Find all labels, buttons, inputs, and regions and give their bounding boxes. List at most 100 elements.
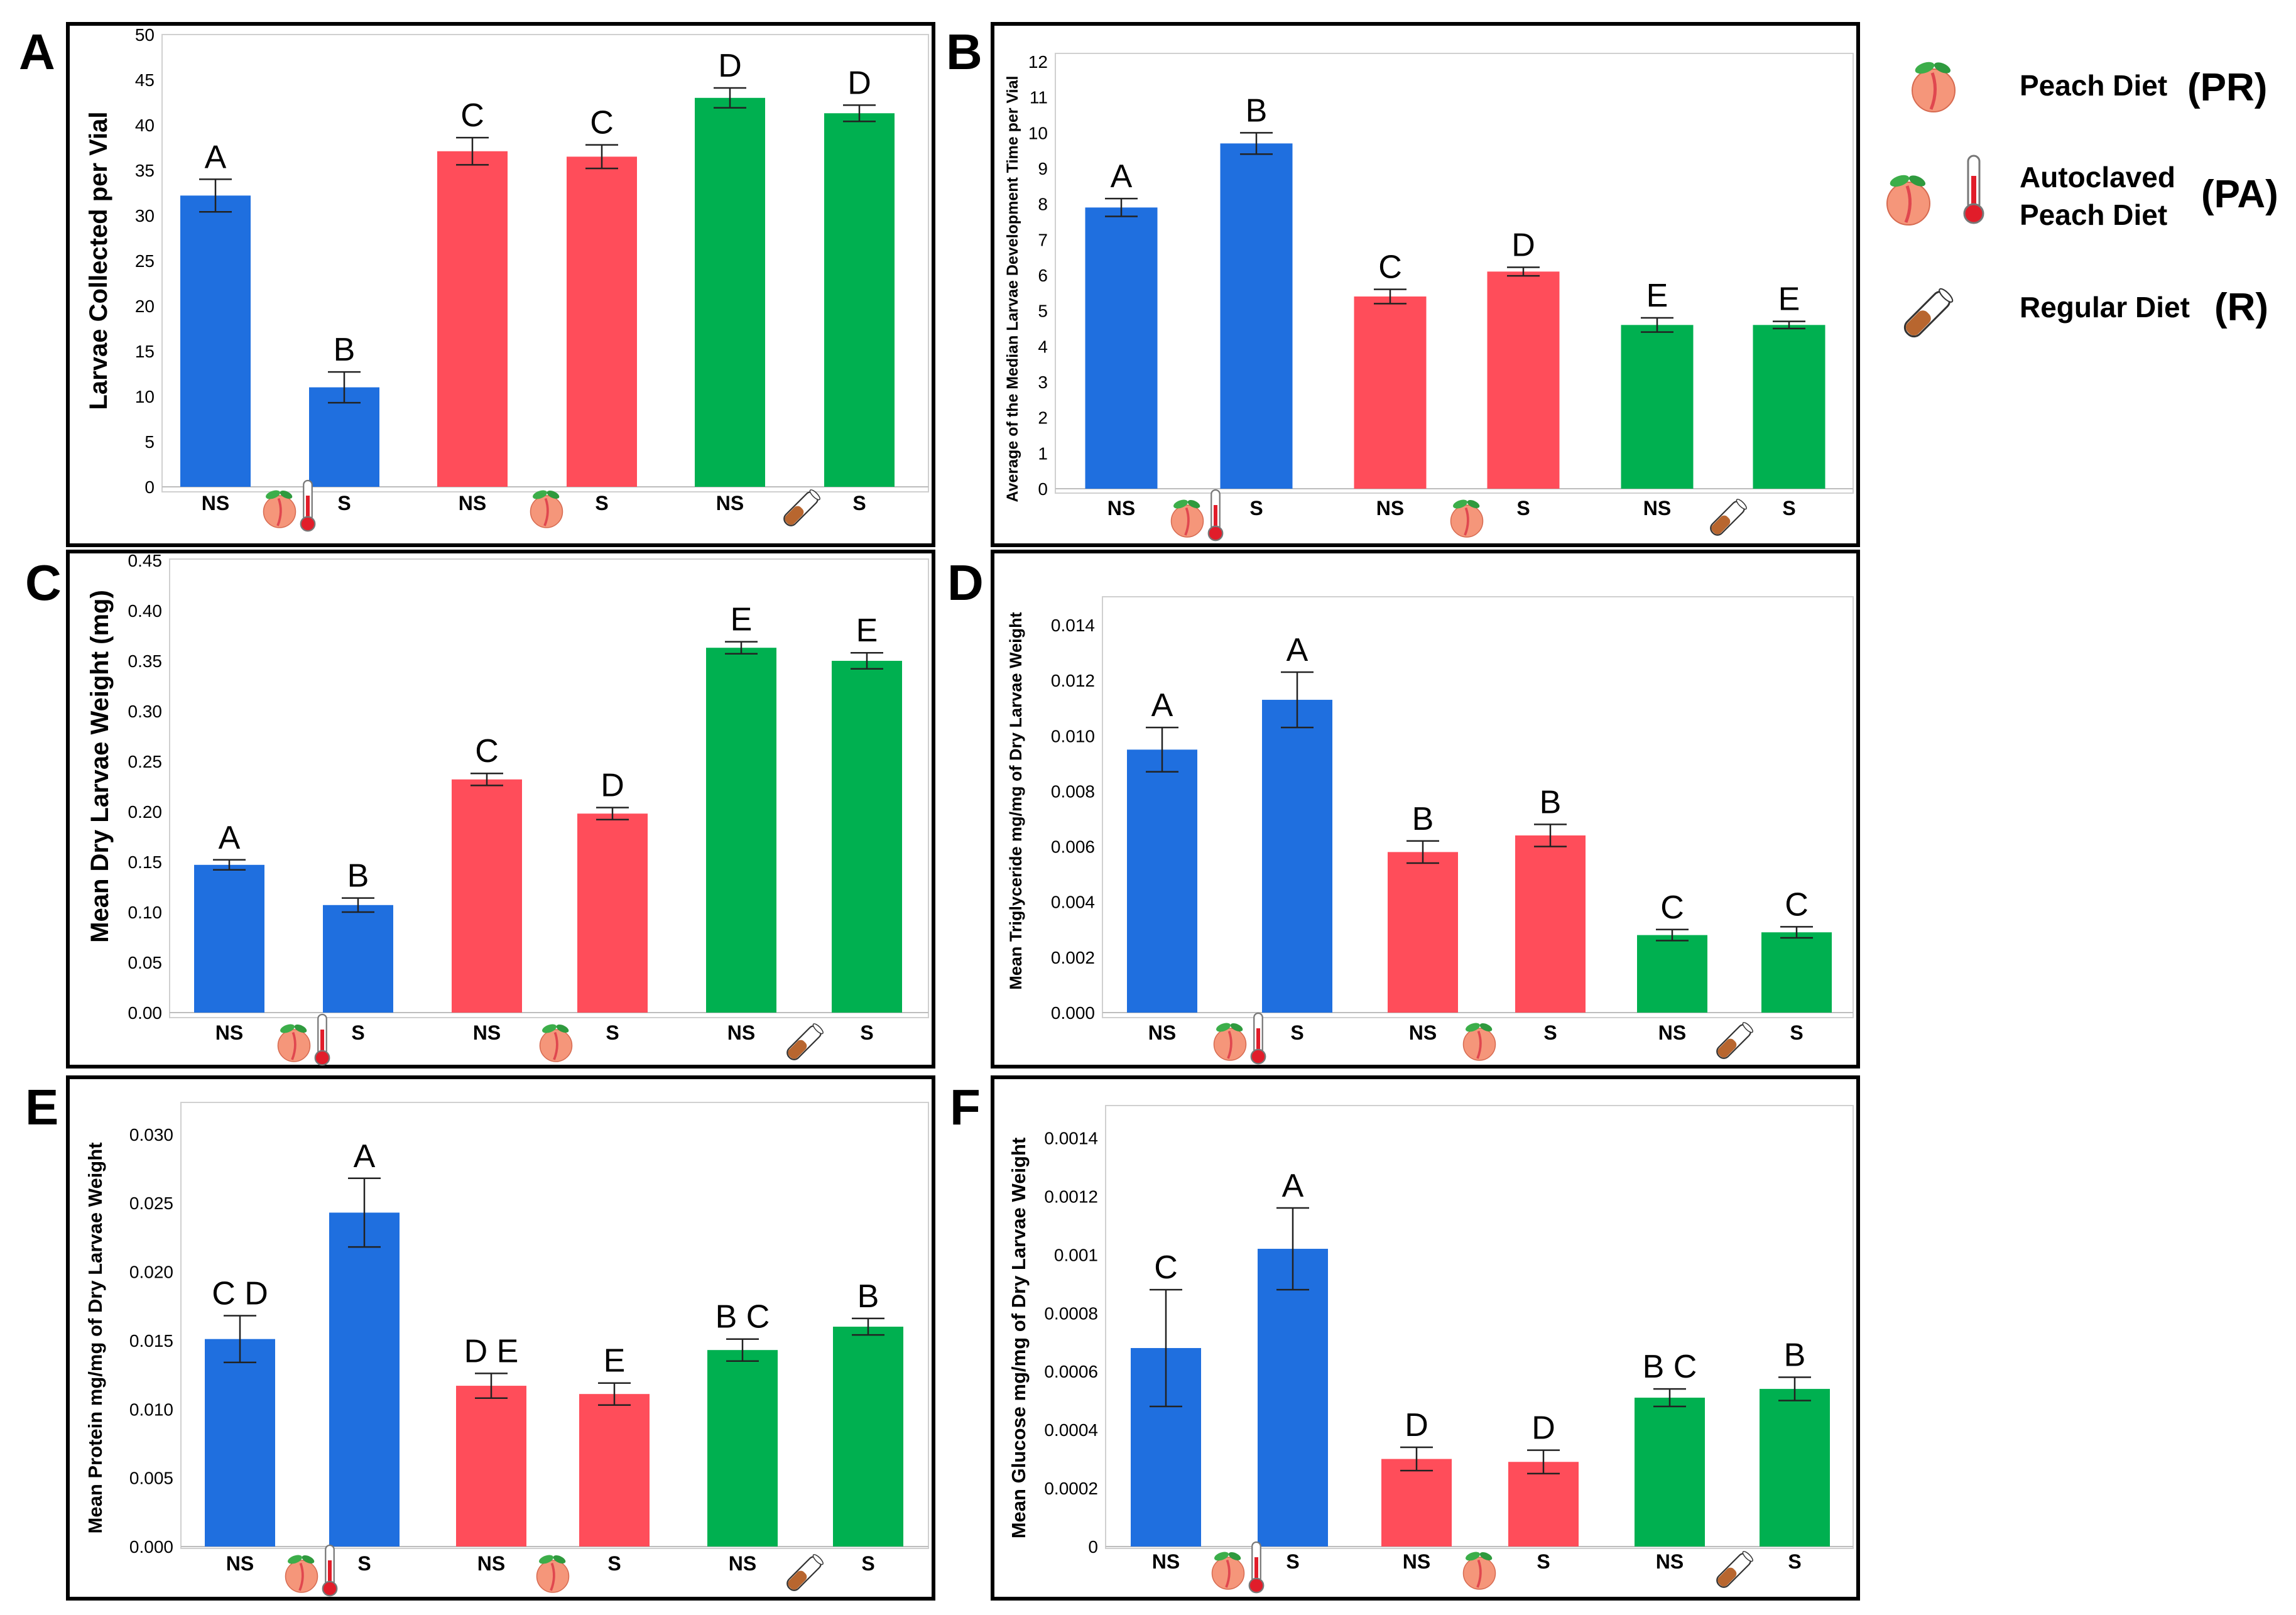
x-category-label: NS (202, 492, 229, 514)
error-bar (1534, 824, 1567, 847)
y-tick-label: 0.0014 (1044, 1128, 1098, 1148)
y-tick-label: 0.45 (128, 551, 163, 570)
bar-s-r (833, 1327, 903, 1547)
x-category-label: NS (226, 1552, 254, 1575)
diet-icon-group (535, 1552, 570, 1594)
error-bar (1780, 926, 1813, 939)
y-tick-label: 50 (135, 25, 155, 45)
error-bar (1653, 1388, 1686, 1408)
diet-icon-group (276, 1013, 330, 1066)
y-tick-label: 15 (135, 342, 155, 361)
diet-icon-group (1462, 1548, 1497, 1591)
peach-icon (262, 487, 297, 529)
thermometer-icon (1250, 1012, 1266, 1065)
significance-label: C D (212, 1276, 268, 1312)
peach-icon (276, 1021, 312, 1063)
x-category-label: S (606, 1021, 619, 1044)
diet-icon-group (784, 1021, 825, 1063)
y-tick-label: 5 (144, 432, 155, 452)
significance-label: C (590, 105, 614, 141)
peach-icon (1212, 1020, 1248, 1062)
significance-label: B (347, 858, 369, 895)
x-category-label: NS (459, 492, 486, 514)
x-category-label: NS (1152, 1550, 1180, 1573)
thermometer-icon (300, 479, 316, 532)
vial-icon (784, 1021, 825, 1063)
y-tick-label: 0.000 (1051, 1003, 1095, 1023)
y-tick-label: 10 (1028, 123, 1048, 143)
diet-icon-group (784, 1552, 825, 1594)
significance-label: D (1532, 1410, 1555, 1447)
bar-ns-pa (1127, 749, 1197, 1013)
y-tick-label: 0.0008 (1044, 1303, 1098, 1323)
significance-label: E (604, 1343, 626, 1379)
diet-icon-group (262, 479, 316, 532)
error-bar (1105, 197, 1138, 217)
legend: Peach Diet (PR) Autoclaved Peach Diet (P… (1887, 60, 2278, 341)
significance-label: C (1154, 1249, 1178, 1286)
significance-label: B (1540, 784, 1562, 820)
y-tick-label: 2 (1038, 408, 1048, 428)
x-category-label: NS (215, 1021, 243, 1044)
error-bar (1146, 726, 1178, 773)
panel-e: E (25, 1075, 935, 1601)
x-category-label: S (1782, 497, 1795, 519)
significance-label: B (1784, 1337, 1806, 1373)
bar-s-pr (1515, 835, 1586, 1013)
vial-icon (1714, 1549, 1755, 1591)
y-tick-label: 0.020 (129, 1263, 173, 1282)
significance-label: D E (464, 1333, 519, 1369)
peach-icon (1912, 60, 1955, 112)
vial-icon (784, 1552, 825, 1594)
x-category-label: S (1286, 1550, 1299, 1573)
error-bar (342, 897, 374, 913)
y-tick-label: 0.015 (129, 1331, 173, 1351)
y-axis-label: Mean Dry Larvae Weight (mg) (86, 590, 114, 943)
bar-ns-r (1637, 935, 1707, 1013)
y-axis-label: Average of the Median Larvae Development… (1004, 76, 1021, 503)
y-tick-label: 35 (135, 161, 155, 180)
vial-icon (1900, 286, 1956, 341)
bar-ns-r (1635, 1398, 1705, 1547)
significance-label: D (1405, 1407, 1428, 1444)
error-bar (1773, 320, 1805, 330)
legend-code-autoclaved: (PA) (2201, 173, 2278, 216)
chart-e: 0.000 0.005 0.010 0.015 0.020 0.025 0.030 Mean … (84, 1125, 928, 1597)
y-tick-label: 12 (1028, 52, 1048, 72)
x-category-label: NS (727, 1021, 755, 1044)
x-category-label: NS (1409, 1021, 1437, 1044)
y-tick-label: 0.001 (1054, 1245, 1098, 1264)
peach-icon (1449, 496, 1484, 538)
error-bar (471, 772, 503, 786)
bar-s-r (1760, 1389, 1830, 1547)
significance-label: E (856, 612, 878, 649)
significance-label: B C (1643, 1349, 1697, 1385)
x-category-label: NS (1148, 1021, 1176, 1044)
error-bar (726, 1338, 759, 1362)
peach-icon (1170, 496, 1205, 538)
diet-icon-group (1462, 1020, 1497, 1062)
x-category-label: S (1290, 1021, 1303, 1044)
y-tick-label: 0.30 (128, 702, 163, 721)
y-tick-label: 0.05 (128, 953, 163, 972)
y-tick-label: 0.000 (129, 1537, 173, 1557)
significance-label: B (857, 1278, 879, 1315)
bar-ns-pr (1354, 296, 1427, 489)
chart-a: 0 5 10 15 20 25 30 35 40 45 50 Larvae Collected per… (85, 25, 928, 532)
error-bar (475, 1373, 508, 1399)
y-tick-label: 0.10 (128, 903, 163, 922)
legend-item-autoclaved-peach: Autoclaved Peach Diet (PA) (1887, 155, 2278, 231)
panel-b: B (946, 22, 1860, 547)
panel-d: D (947, 550, 1860, 1069)
diet-icon-group (1707, 497, 1749, 538)
diet-icon-group (1170, 489, 1224, 541)
diet-icon-group (284, 1544, 338, 1597)
error-bar (1374, 288, 1406, 305)
bar-ns-r (706, 648, 776, 1013)
bar-s-pr (579, 1394, 650, 1547)
y-tick-label: 4 (1038, 337, 1048, 356)
thermometer-icon (1207, 489, 1224, 541)
significance-label: C (1378, 249, 1402, 286)
y-tick-label: 30 (135, 206, 155, 226)
